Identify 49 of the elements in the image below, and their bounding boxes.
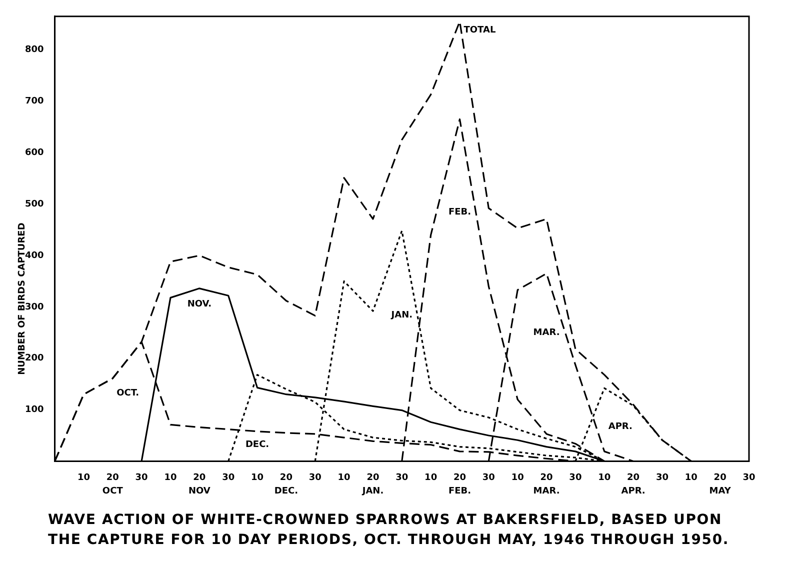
x-tick-label: 10 <box>598 472 611 483</box>
y-tick-label: 500 <box>24 199 44 210</box>
x-tick-label: 10 <box>77 472 90 483</box>
text: MAY <box>709 486 732 497</box>
x-tick-label: 20 <box>453 472 466 483</box>
y-tick-label: 800 <box>24 45 44 56</box>
series-label: MAR. <box>533 328 560 338</box>
y-tick-label: 200 <box>24 354 44 364</box>
text: OCT <box>102 486 124 497</box>
x-tick-label: 20 <box>106 472 119 483</box>
series-label: TOTAL <box>464 25 496 36</box>
x-tick-label: 30 <box>656 472 668 483</box>
y-tick-label: 300 <box>24 302 44 312</box>
series-label: JAN. <box>390 310 413 320</box>
series-label: OCT. <box>116 388 140 398</box>
x-tick-label: 30 <box>396 472 408 483</box>
y-tick-label: 600 <box>24 148 44 158</box>
x-tick-label: 10 <box>424 472 438 483</box>
x-tick-label: 20 <box>540 472 553 483</box>
x-tick-label: 20 <box>627 472 640 483</box>
text: NOV <box>188 486 210 497</box>
x-tick-label: 20 <box>193 472 206 483</box>
x-tick-label: 20 <box>714 472 726 483</box>
x-tick-label: 30 <box>742 472 756 483</box>
text: DEC. <box>274 486 298 497</box>
x-tick-label: 20 <box>280 472 292 483</box>
x-tick-label: 30 <box>569 472 582 483</box>
x-tick-label: 10 <box>164 472 177 483</box>
text: WAVE ACTION OF WHITE-CROWNED SPARROWS AT BAKERSFIELD, BASED UPON THE CAPTURE FOR 10 DAY PERIODS, OCT. THROUGH MAY, 1946 THROUGH 1950. <box>47 511 730 550</box>
x-tick-label: 30 <box>222 472 235 483</box>
x-tick-label: 10 <box>684 472 698 483</box>
text: FEB. <box>448 486 472 497</box>
text: APR. <box>621 486 646 497</box>
x-tick-label: 20 <box>366 472 380 483</box>
series-label: DEC. <box>245 440 270 450</box>
text: JAN. <box>361 486 384 497</box>
y-tick-label: 100 <box>24 405 44 416</box>
series-label: FEB. <box>448 207 472 218</box>
series-label: APR. <box>608 422 632 432</box>
text: MAR. <box>533 486 560 497</box>
y-tick-label: 700 <box>24 96 44 107</box>
x-tick-label: 30 <box>135 472 148 483</box>
x-tick-label: 30 <box>308 472 322 483</box>
x-tick-label: 30 <box>482 472 495 483</box>
x-tick-label: 10 <box>251 472 264 483</box>
x-tick-label: 10 <box>511 472 524 483</box>
x-tick-label: 10 <box>338 472 350 483</box>
series-label: NOV. <box>187 299 212 310</box>
y-tick-label: 400 <box>24 250 44 261</box>
